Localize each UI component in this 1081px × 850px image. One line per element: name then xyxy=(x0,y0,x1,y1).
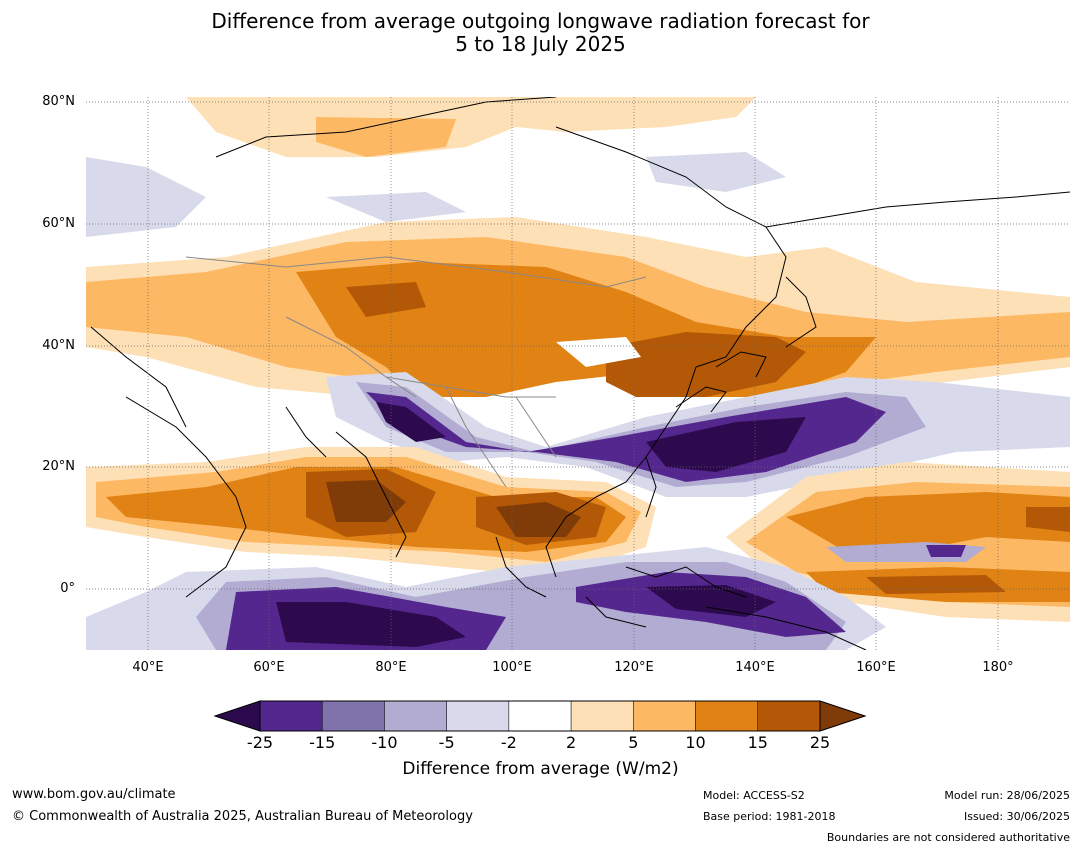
lon-label-140e: 140°E xyxy=(735,660,775,675)
disclaimer-text: Boundaries are not considered authoritat… xyxy=(826,831,1070,844)
colorbar-segment xyxy=(321,700,385,732)
lon-label-160e: 160°E xyxy=(856,660,896,675)
lat-label-60n: 60°N xyxy=(42,216,75,231)
coastlines xyxy=(90,97,1070,650)
core-deep-purple-pacific xyxy=(646,417,806,472)
colorbar-segment xyxy=(384,700,447,732)
lat-label-80n: 80°N xyxy=(42,94,75,109)
colorbar-tick-label: -5 xyxy=(438,733,455,752)
colorbar-tick-label: 2 xyxy=(566,733,577,752)
band-brown-epac-north xyxy=(1026,507,1070,532)
patch-purple-mid xyxy=(326,192,466,222)
patch-purple-nw xyxy=(86,157,206,237)
lon-label-80e: 80°E xyxy=(375,660,407,675)
band-brown-japan xyxy=(606,332,806,397)
colorbar-tick-label: -15 xyxy=(309,733,336,752)
base-period-text: Base period: 1981-2018 xyxy=(703,810,836,823)
issued-text: Issued: 30/06/2025 xyxy=(963,810,1070,823)
colorbar-tick-label: -2 xyxy=(500,733,517,752)
lon-label-180: 180° xyxy=(982,660,1014,675)
colorbar-extend-low xyxy=(214,700,261,732)
colorbar-tick-label: 10 xyxy=(685,733,706,752)
copyright-text: © Commonwealth of Australia 2025, Austra… xyxy=(12,809,473,824)
lat-label-0: 0° xyxy=(60,581,75,596)
lon-label-120e: 120°E xyxy=(614,660,654,675)
colorbar xyxy=(214,700,866,732)
colorbar-extend-high xyxy=(819,700,866,732)
website-link[interactable]: www.bom.gov.au/climate xyxy=(12,787,176,802)
colorbar-segment xyxy=(570,700,634,732)
lon-label-40e: 40°E xyxy=(132,660,164,675)
olr-anomaly-map xyxy=(86,97,1070,650)
title-line-2: 5 to 18 July 2025 xyxy=(455,32,626,56)
model-run-text: Model run: 28/06/2025 xyxy=(944,789,1070,802)
map-canvas xyxy=(86,97,1070,650)
colorbar-segment xyxy=(695,700,759,732)
core-deep-purple-bay xyxy=(376,402,446,442)
core-deep-purple-south xyxy=(276,602,466,647)
band-light-orange-north xyxy=(186,97,756,157)
map-title: Difference from average outgoing longwav… xyxy=(0,10,1081,56)
graticule xyxy=(86,97,1070,650)
core-darkbrown-india xyxy=(326,480,406,522)
band-deep-purple-epac xyxy=(926,545,966,557)
band-brown-epac xyxy=(866,575,1006,594)
gap-tibet xyxy=(556,337,641,367)
patch-purple-siberia xyxy=(646,152,786,192)
colorbar-tick-label: -25 xyxy=(246,733,274,752)
colorbar-segment xyxy=(757,700,821,732)
colorbar-label: Difference from average (W/m2) xyxy=(402,759,679,779)
colorbar-tick-label: -10 xyxy=(371,733,398,752)
patch-brown-mongolia xyxy=(346,282,426,317)
core-deep-purple-indonesia xyxy=(646,585,776,617)
lon-label-60e: 60°E xyxy=(253,660,285,675)
band-orange-north xyxy=(316,117,456,157)
colorbar-segment xyxy=(508,700,572,732)
country-borders xyxy=(185,256,647,488)
core-darkbrown-indochina xyxy=(496,502,581,537)
colorbar-segment xyxy=(446,700,510,732)
model-text: Model: ACCESS-S2 xyxy=(703,789,805,802)
colorbar-tick-label: 15 xyxy=(747,733,768,752)
lat-label-40n: 40°N xyxy=(42,338,75,353)
band-dark-orange-epac xyxy=(786,492,1070,552)
title-line-1: Difference from average outgoing longwav… xyxy=(211,9,870,33)
colorbar-tick-label: 5 xyxy=(628,733,639,752)
colorbar-tick-label: 25 xyxy=(809,733,831,752)
colorbar-segment xyxy=(259,700,323,732)
lat-label-20n: 20°N xyxy=(42,459,75,474)
lon-label-100e: 100°E xyxy=(492,660,532,675)
colorbar-segment xyxy=(633,700,696,732)
